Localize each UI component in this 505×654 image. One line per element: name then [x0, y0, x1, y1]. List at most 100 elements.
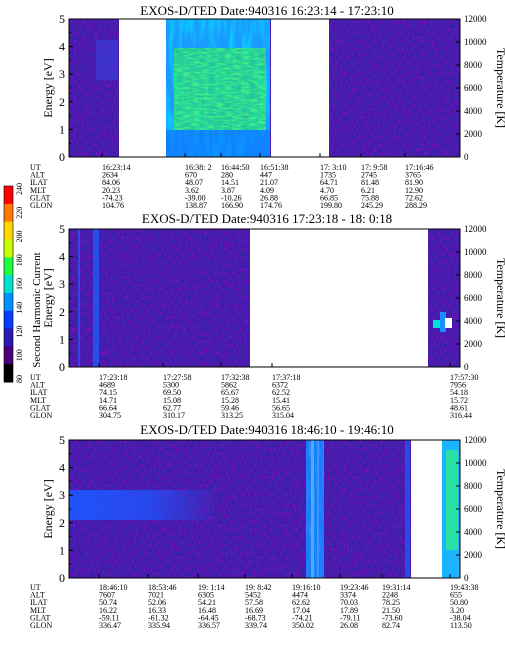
right-tick-label: 2000 [464, 339, 483, 349]
orbit-value: 17:23:18 [99, 373, 127, 382]
left-tick-label: 1 [59, 543, 65, 557]
panel-2-left-axis: 0 1 2 3 4 5 [59, 222, 451, 374]
panel-3-left-axis: 0 1 2 3 4 5 [59, 433, 451, 585]
orbit-value: 17:16:46 [405, 163, 433, 172]
panel-1-spectrogram [68, 18, 461, 158]
orbit-value: 3374 [340, 591, 356, 600]
orbit-row-label: ALT [30, 171, 45, 180]
orbit-value: 72.62 [405, 193, 423, 202]
right-tick-label: 10000 [464, 458, 487, 468]
colorbar-tick-label: 180 [15, 254, 24, 266]
orbit-value: 16.33 [148, 606, 166, 615]
orbit-value: 6305 [198, 591, 214, 600]
orbit-value: -73.60 [382, 613, 403, 622]
colorbar-swatch [4, 275, 13, 294]
orbit-value: 54.21 [198, 598, 216, 607]
orbit-value: 4.09 [260, 186, 274, 195]
panel-1-data-gap-2 [271, 19, 329, 157]
orbit-value: 69.50 [163, 388, 181, 397]
right-tick-label: 6000 [464, 83, 483, 93]
orbit-value: 313.25 [221, 411, 243, 420]
panel-2-ylabel: Energy [eV] [41, 268, 55, 327]
orbit-value: 3.20 [450, 606, 464, 615]
orbit-value: 447 [260, 171, 272, 180]
orbit-value: 2634 [102, 171, 118, 180]
orbit-value: 315.04 [272, 411, 294, 420]
orbit-value: 339.74 [245, 621, 267, 630]
panel-2-right-axis: 0 2000 4000 6000 8000 10000 12000 [456, 224, 487, 372]
colorbar-ticks: 80 100 120 140 160 180 200 220 240 [15, 183, 24, 383]
colorbar-label: Second Harmonic Current [31, 252, 43, 367]
panel-2-title: EXOS-D/TED Date:940316 17:23:18 - 18: 0:… [142, 211, 392, 226]
panel-1-left-axis: 0 1 2 3 4 5 [59, 12, 406, 164]
orbit-value: 75.88 [361, 193, 379, 202]
orbit-row-label: MLT [30, 186, 46, 195]
left-tick-label: 3 [59, 277, 65, 291]
orbit-value: 56.65 [272, 403, 290, 412]
orbit-value: 15.41 [272, 396, 290, 405]
orbit-value: -64.45 [198, 613, 219, 622]
orbit-value: 81.90 [405, 178, 423, 187]
orbit-value: 50.74 [99, 598, 117, 607]
orbit-value: 17: 9:58 [361, 163, 387, 172]
orbit-value: 5452 [245, 591, 261, 600]
orbit-value: 19:43:38 [450, 583, 478, 592]
orbit-row-label: ALT [30, 591, 45, 600]
panel-3-orbit-table: UTALTILATMLTGLATGLON18:46:10760750.7416.… [30, 583, 478, 630]
orbit-row-label: ILAT [30, 388, 47, 397]
panel-1: EXOS-D/TED Date:940316 16:23:14 - 17:23:… [30, 3, 505, 210]
orbit-value: 57.58 [245, 598, 263, 607]
panel-3-right-axis: 0 2000 4000 6000 8000 10000 12000 [456, 435, 487, 583]
right-tick-label: 8000 [464, 481, 483, 491]
panel-1-ylabel-right: Temperature [K] [494, 48, 505, 128]
orbit-value: 2745 [361, 171, 377, 180]
left-tick-label: 4 [59, 250, 65, 264]
right-tick-label: 4000 [464, 527, 483, 537]
orbit-value: -74.21 [292, 613, 313, 622]
orbit-value: 17:57:30 [450, 373, 478, 382]
left-tick-label: 2 [59, 95, 65, 109]
orbit-value: 280 [221, 171, 233, 180]
orbit-row-label: ILAT [30, 598, 47, 607]
orbit-value: 15.28 [221, 396, 239, 405]
orbit-value: 17.04 [292, 606, 310, 615]
orbit-value: 7021 [148, 591, 164, 600]
orbit-value: 26.08 [340, 621, 358, 630]
orbit-value: 4474 [292, 591, 308, 600]
orbit-value: 5862 [221, 381, 237, 390]
left-tick-label: 5 [59, 433, 65, 447]
orbit-value: 16:38: 2 [185, 163, 211, 172]
orbit-value: 16:23:14 [102, 163, 130, 172]
orbit-value: 7607 [99, 591, 115, 600]
panel-3-data-gap [411, 440, 442, 578]
orbit-value: 104.76 [102, 201, 124, 210]
orbit-row-label: GLAT [30, 403, 51, 412]
orbit-row-label: MLT [30, 396, 46, 405]
orbit-row-label: GLON [30, 621, 52, 630]
panel-2-ylabel-right: Temperature [K] [494, 258, 505, 338]
orbit-value: 7956 [450, 381, 466, 390]
panel-2-data-gap [250, 229, 428, 367]
colorbar-tick-label: 100 [15, 349, 24, 361]
orbit-value: 74.15 [99, 388, 117, 397]
colorbar-swatch [4, 221, 13, 240]
left-tick-label: 5 [59, 222, 65, 236]
orbit-value: 17: 3:10 [320, 163, 346, 172]
panel-3-ylabel-right: Temperature [K] [494, 469, 505, 549]
orbit-value: 174.76 [260, 201, 282, 210]
orbit-value: 19: 1:14 [198, 583, 224, 592]
orbit-value: 14.71 [99, 396, 117, 405]
left-tick-label: 0 [59, 360, 65, 374]
left-tick-label: 0 [59, 150, 65, 164]
orbit-value: 15.08 [163, 396, 181, 405]
left-tick-label: 2 [59, 305, 65, 319]
orbit-value: 16:44:50 [221, 163, 249, 172]
orbit-value: 17:32:38 [221, 373, 249, 382]
left-tick-label: 0 [59, 571, 65, 585]
orbit-value: 3765 [405, 171, 421, 180]
panel-1-right-axis: 0 2000 4000 6000 8000 10000 12000 [456, 14, 487, 162]
orbit-value: 4.70 [320, 186, 334, 195]
colorbar-tick-label: 80 [15, 375, 24, 383]
right-tick-label: 4000 [464, 316, 483, 326]
right-tick-label: 12000 [464, 435, 487, 445]
